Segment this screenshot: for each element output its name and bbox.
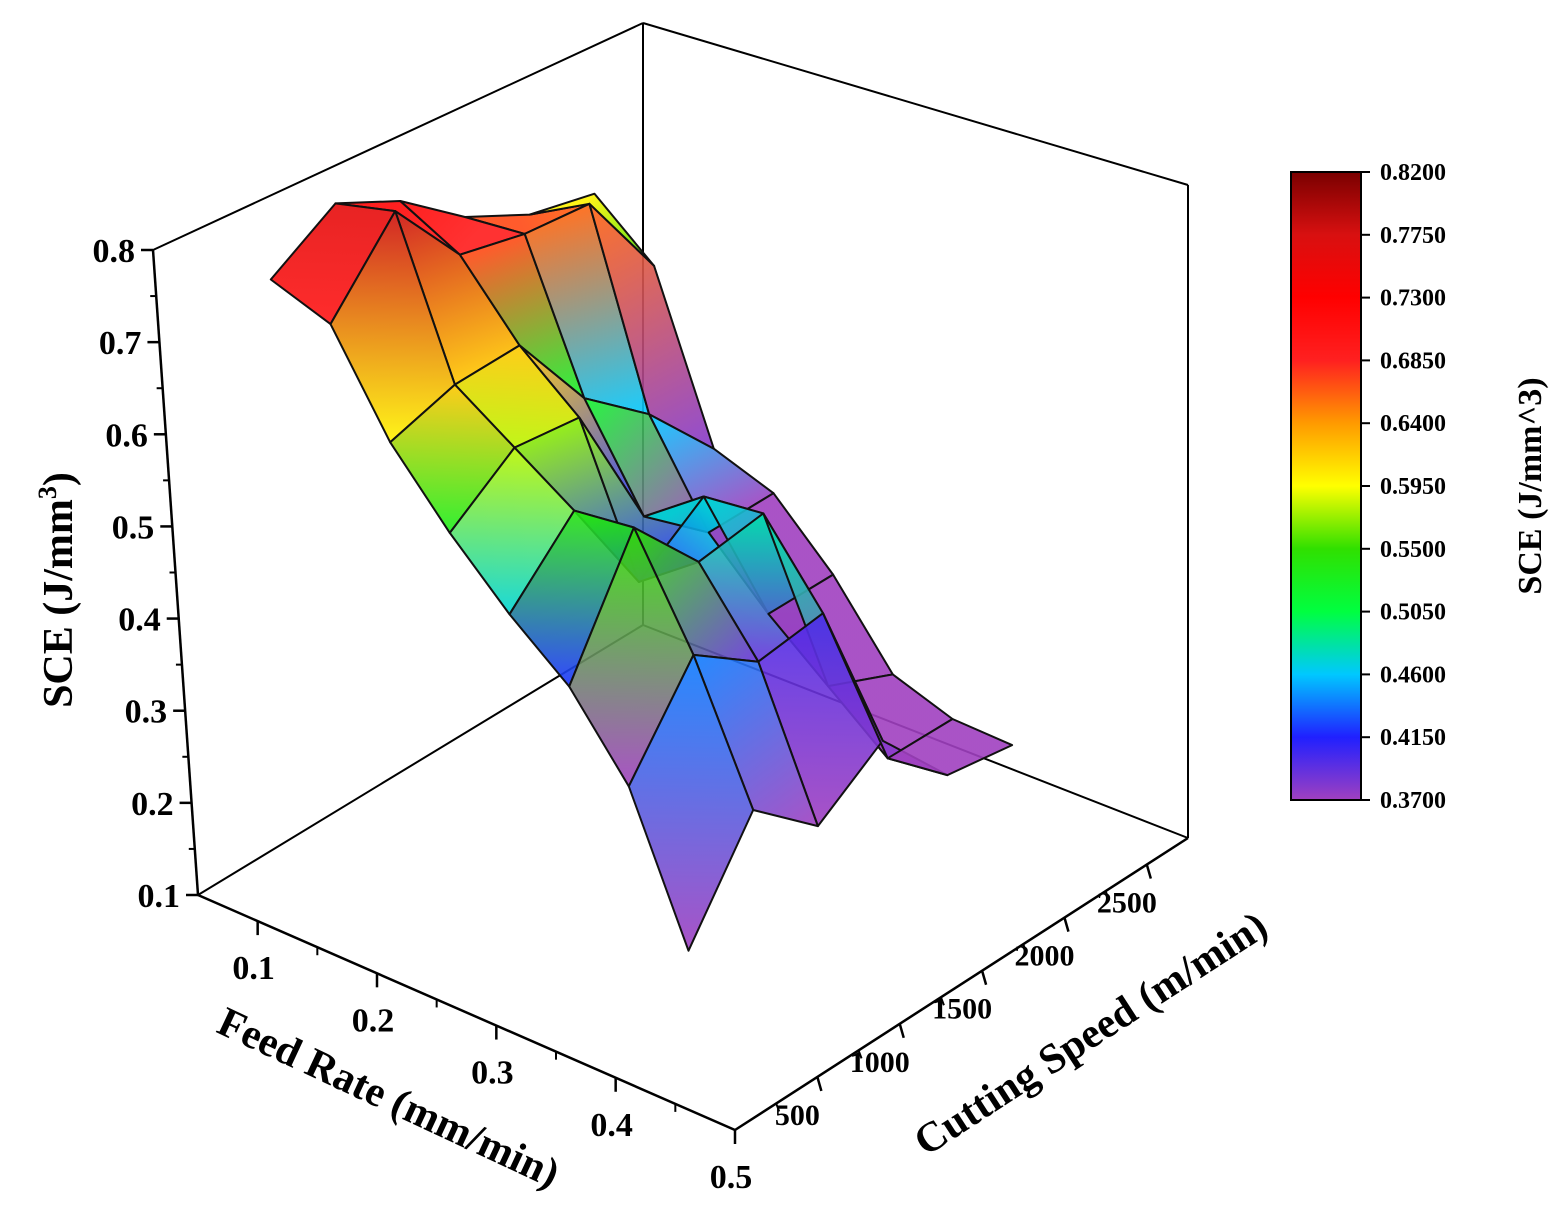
z-axis-title: SCE (J/mm3)	[33, 472, 82, 708]
colorbar-tick-label: 0.8200	[1380, 160, 1446, 186]
y-tick-mark	[980, 970, 988, 986]
colorbar-tick-label: 0.4600	[1380, 662, 1446, 688]
z-axis-title-main: SCE (J/mm	[36, 499, 82, 708]
z-tick-label: 0.3	[125, 694, 168, 731]
colorbar-tick-label: 0.5950	[1380, 474, 1446, 500]
y-tick-mark	[1145, 864, 1153, 879]
y-tick-label: 500	[775, 1099, 820, 1132]
z-tick-label: 0.8	[93, 233, 136, 270]
colorbar-tick-label: 0.6850	[1380, 348, 1446, 374]
surface-patch	[886, 718, 1014, 777]
y-minor-tick	[1022, 943, 1028, 953]
surface-patch	[627, 653, 755, 952]
colorbar-tick-label: 0.5050	[1380, 600, 1446, 626]
x-tick-label: 0.3	[471, 1055, 514, 1092]
colorbar-tick-label: 0.7300	[1380, 286, 1446, 312]
y-axis-title: Cutting Speed (m/min)	[906, 903, 1275, 1165]
y-tick-mark	[1063, 917, 1070, 932]
colorbar-title: SCE (J/mm^3)	[1512, 377, 1549, 594]
z-tick-label: 0.4	[118, 602, 161, 639]
z-tick-label: 0.1	[138, 878, 181, 915]
z-tick-label: 0.7	[99, 325, 142, 362]
z-axis-ticks: 0.8 0.7 0.6 0.5 0.4 0.3 0.2 0.1	[93, 233, 198, 915]
x-tick-label: 0.4	[590, 1107, 633, 1144]
z-tick-label: 0.2	[131, 786, 174, 823]
y-minor-tick	[939, 996, 945, 1006]
x-tick-label: 0.2	[352, 1002, 395, 1039]
z-axis-title-close: )	[36, 472, 82, 486]
back-top-right-edge	[642, 22, 1189, 186]
y-minor-tick	[857, 1050, 863, 1059]
y-tick-mark	[816, 1076, 823, 1092]
z-tick-label: 0.5	[112, 509, 155, 546]
colorbar-tick-label: 0.4150	[1380, 725, 1446, 751]
y-tick-mark	[898, 1023, 905, 1039]
z-axis-title-superscript: 3	[33, 486, 62, 499]
colorbar	[1290, 171, 1362, 801]
y-minor-tick	[1104, 890, 1110, 900]
y-axis-line	[734, 836, 1189, 1132]
colorbar-tick-label: 0.5500	[1380, 537, 1446, 563]
x-axis-ticks: 0.1 0.2 0.3 0.4 0.5	[232, 921, 752, 1196]
x-tick-label: 0.5	[710, 1159, 753, 1196]
x-tick-label: 0.1	[232, 950, 275, 987]
colorbar-ticks: 0.8200 0.7750 0.7300 0.6850 0.6400 0.5950 0.55…	[1361, 160, 1446, 814]
z-tick-label: 0.6	[105, 417, 148, 454]
y-minor-tick	[775, 1103, 781, 1112]
x-axis-line	[197, 893, 736, 1132]
back-top-left-edge	[152, 22, 644, 251]
colorbar-tick-label: 0.3700	[1380, 788, 1446, 814]
colorbar-tick-label: 0.7750	[1380, 223, 1446, 249]
colorbar-tick-label: 0.6400	[1380, 411, 1446, 437]
surface	[269, 192, 1014, 952]
